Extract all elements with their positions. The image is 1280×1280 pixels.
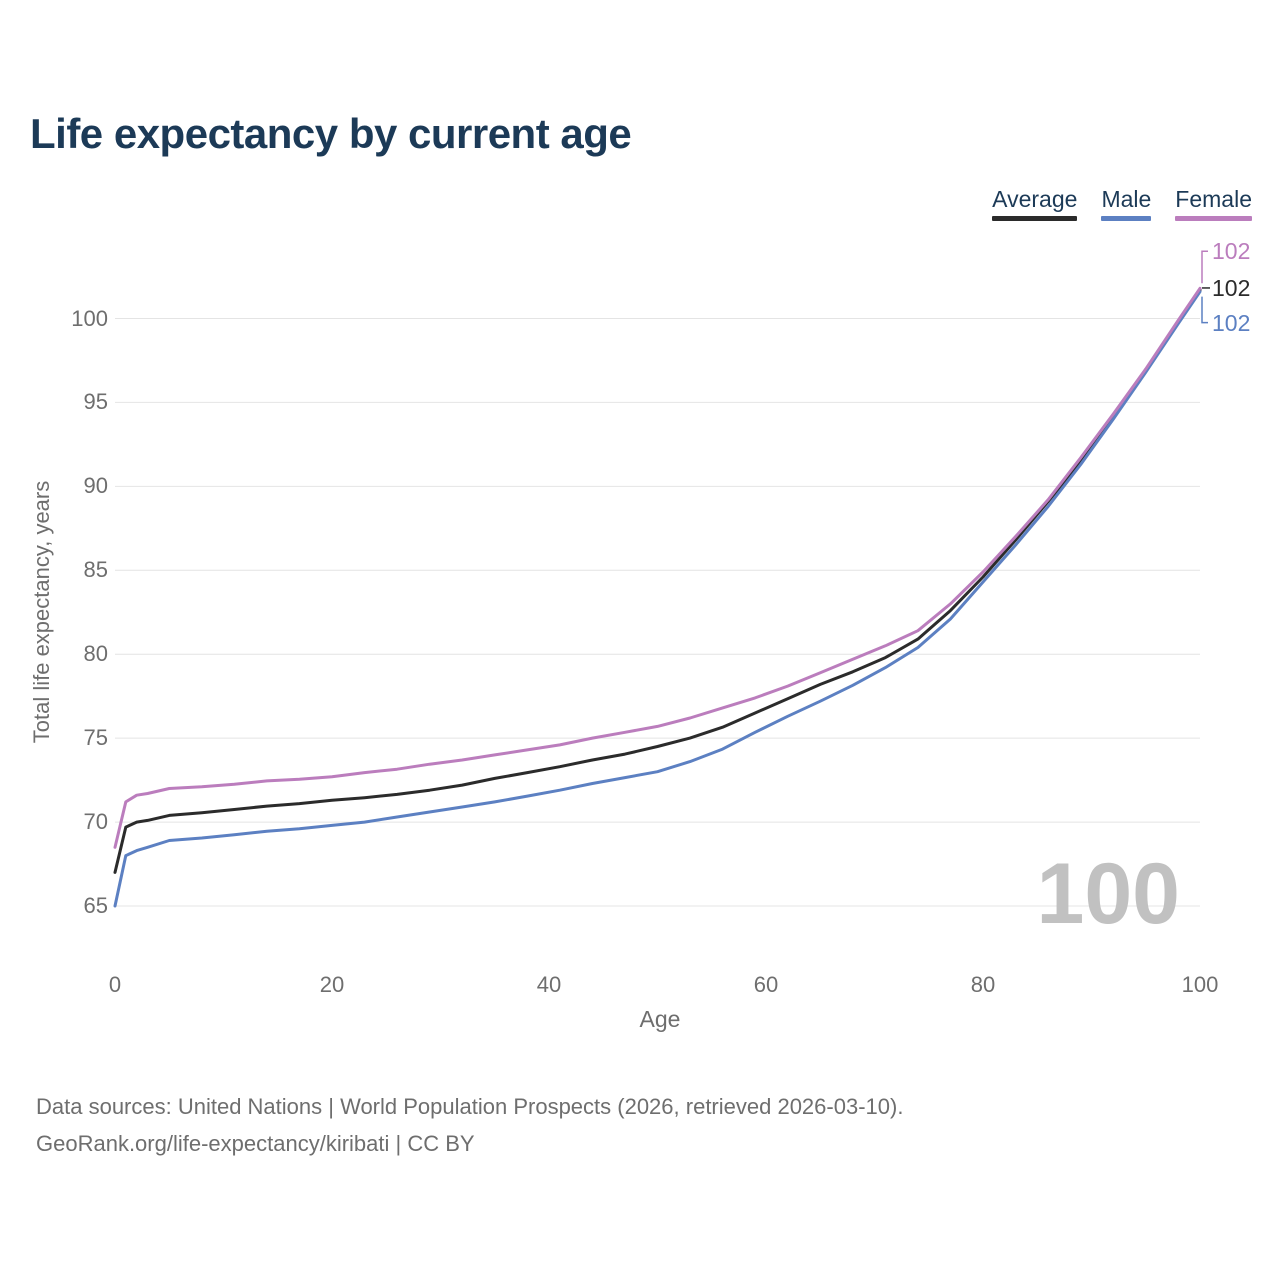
- age-watermark: 100: [1036, 846, 1181, 942]
- legend-item-female[interactable]: Female: [1175, 186, 1252, 221]
- x-axis-tick-label: 40: [536, 972, 562, 997]
- legend-item-average[interactable]: Average: [992, 186, 1078, 221]
- x-axis-tick-label: 0: [108, 972, 122, 997]
- legend-item-male[interactable]: Male: [1101, 186, 1152, 221]
- end-value-label-average: 102: [1212, 274, 1251, 301]
- legend-label-female: Female: [1175, 186, 1252, 212]
- end-value-label-female: 102: [1212, 238, 1251, 265]
- legend-swatch-average: [992, 216, 1078, 221]
- x-axis-tick-label: 80: [970, 972, 996, 997]
- footer: Data sources: United Nations | World Pop…: [36, 1088, 903, 1162]
- y-axis-tick-label: 65: [83, 893, 108, 918]
- y-axis-tick-label: 75: [83, 725, 108, 751]
- y-axis-tick-label: 70: [83, 809, 108, 835]
- y-axis-tick-label: 85: [83, 557, 108, 583]
- y-axis-tick-label: 90: [83, 473, 108, 499]
- chart-title: Life expectancy by current age: [30, 110, 632, 157]
- y-axis-title: Total life expectancy, years: [29, 480, 54, 744]
- legend-swatch-male: [1101, 216, 1152, 221]
- x-axis-tick-label: 60: [753, 972, 779, 997]
- legend-label-average: Average: [992, 186, 1078, 212]
- end-value-label-male: 102: [1212, 309, 1251, 336]
- y-axis-tick-label: 80: [83, 641, 108, 667]
- legend: Average Male Female: [992, 186, 1252, 221]
- x-axis-tick-label: 100: [1181, 972, 1219, 997]
- legend-label-male: Male: [1101, 186, 1152, 212]
- y-axis-tick-label: 100: [71, 305, 108, 331]
- x-axis-tick-label: 20: [319, 972, 345, 997]
- legend-swatch-female: [1175, 216, 1252, 221]
- y-axis-tick-label: 95: [83, 389, 108, 415]
- footer-source-line: Data sources: United Nations | World Pop…: [36, 1094, 904, 1119]
- x-axis-title: Age: [639, 1006, 681, 1032]
- footer-link-line: GeoRank.org/life-expectancy/kiribati | C…: [36, 1131, 475, 1156]
